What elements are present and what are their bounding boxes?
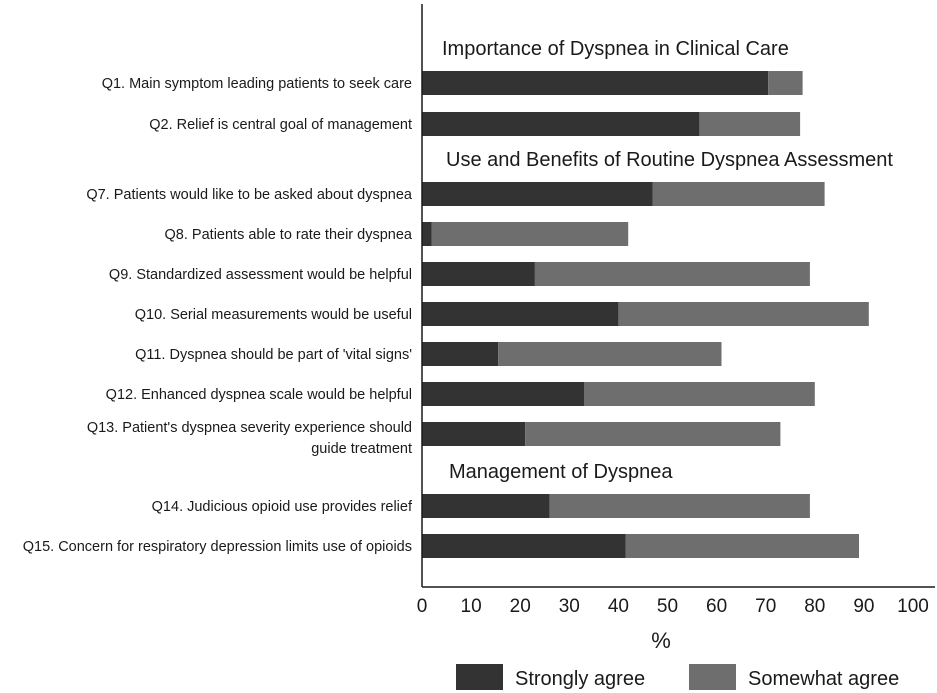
bar-somewhat-agree (549, 494, 810, 518)
x-tick-label: 80 (804, 596, 825, 617)
category-label: Q12. Enhanced dyspnea scale would be hel… (106, 387, 412, 403)
x-tick-label: 10 (461, 596, 482, 617)
bar-strongly-agree (422, 222, 432, 246)
legend-swatch (456, 664, 503, 690)
category-label: Q8. Patients able to rate their dyspnea (165, 227, 413, 243)
bar-somewhat-agree (699, 112, 801, 136)
bar-somewhat-agree (768, 71, 803, 95)
group-title: Importance of Dyspnea in Clinical Care (442, 38, 789, 60)
x-tick-label: 100 (897, 596, 929, 617)
bar-somewhat-agree (498, 342, 722, 366)
x-tick-label: 70 (755, 596, 776, 617)
group-title: Management of Dyspnea (449, 461, 673, 483)
x-tick-labels: 0 10 20 30 40 50 60 70 80 90 100 (417, 596, 929, 617)
bar-strongly-agree (422, 182, 653, 206)
x-tick-label: 60 (706, 596, 727, 617)
category-label: Q11. Dyspnea should be part of 'vital si… (135, 347, 412, 363)
category-label: Q7. Patients would like to be asked abou… (86, 187, 413, 203)
bar-strongly-agree (422, 302, 619, 326)
category-label: Q2. Relief is central goal of management (149, 117, 412, 133)
group-title: Use and Benefits of Routine Dyspnea Asse… (446, 149, 893, 171)
bar-somewhat-agree (652, 182, 825, 206)
bar-strongly-agree (422, 534, 626, 558)
category-label: Q15. Concern for respiratory depression … (23, 539, 412, 555)
bar-somewhat-agree (534, 262, 810, 286)
bar-strongly-agree (422, 112, 700, 136)
x-tick-label: 0 (417, 596, 428, 617)
category-label: Q1. Main symptom leading patients to see… (102, 76, 412, 92)
legend-label: Strongly agree (515, 668, 645, 690)
bar-somewhat-agree (525, 422, 781, 446)
x-tick-label: 50 (657, 596, 678, 617)
bar-strongly-agree (422, 262, 535, 286)
x-axis-title: % (651, 628, 671, 653)
bars-layer (422, 71, 869, 558)
group-titles: Importance of Dyspnea in Clinical Care Us… (442, 38, 893, 483)
bar-strongly-agree (422, 494, 550, 518)
category-label: Q14. Judicious opioid use provides relie… (152, 499, 413, 515)
x-tick-label: 90 (853, 596, 874, 617)
x-axis: % (421, 4, 935, 653)
x-tick-label: 20 (510, 596, 531, 617)
x-tick-label: 40 (608, 596, 629, 617)
category-label: Q9. Standardized assessment would be hel… (109, 267, 412, 283)
category-label: Q13. Patient's dyspnea severity experien… (87, 420, 412, 436)
bar-somewhat-agree (618, 302, 869, 326)
bar-somewhat-agree (584, 382, 815, 406)
bar-somewhat-agree (431, 222, 629, 246)
bar-strongly-agree (422, 342, 499, 366)
category-label: Q10. Serial measurements would be useful (135, 307, 412, 323)
legend-swatch (689, 664, 736, 690)
bar-somewhat-agree (625, 534, 859, 558)
bar-strongly-agree (422, 422, 526, 446)
bar-strongly-agree (422, 382, 584, 406)
category-labels: Q1. Main symptom leading patients to see… (23, 76, 413, 555)
category-label: guide treatment (311, 441, 412, 457)
bar-strongly-agree (422, 71, 769, 95)
legend-label: Somewhat agree (748, 668, 899, 690)
legend: Strongly agree Somewhat agree (456, 664, 899, 690)
x-tick-label: 30 (559, 596, 580, 617)
